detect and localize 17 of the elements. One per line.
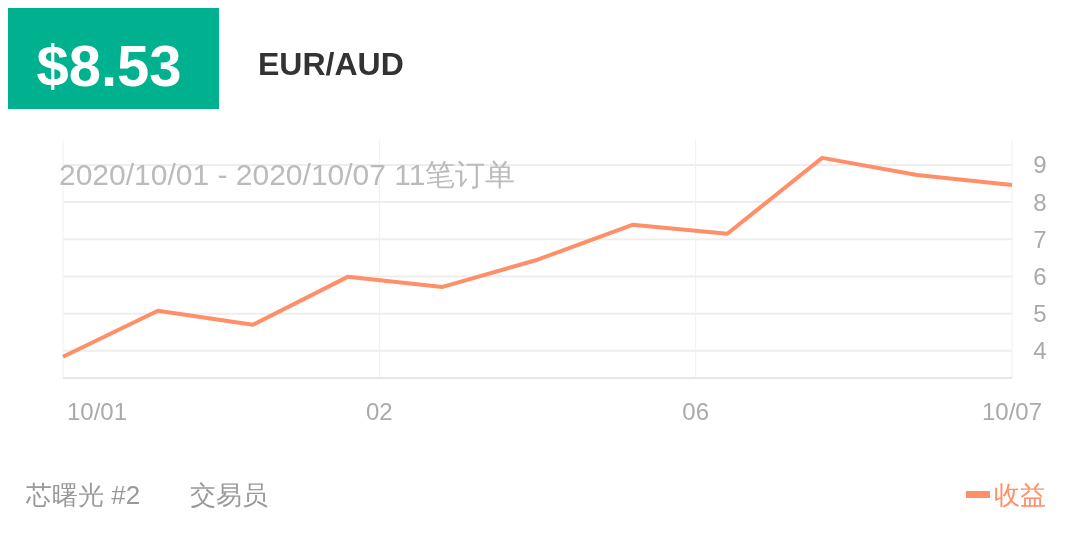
legend-label: 收益 [994, 480, 1046, 510]
text: 06 [682, 398, 710, 425]
y-tick-label: 8 [1033, 188, 1047, 216]
y-tick-label: 4 [1033, 337, 1047, 365]
text: 芯曙光 #2 [25, 480, 141, 510]
text: 02 [365, 398, 393, 425]
text: 10/01 [66, 398, 128, 425]
y-tick-label: 6 [1033, 262, 1047, 290]
line-series [61, 155, 1014, 359]
text: 10/07 [981, 398, 1043, 425]
y-tick-label: 7 [1033, 225, 1047, 253]
text: 交易员 [190, 480, 268, 510]
y-tick-label: 9 [1033, 151, 1047, 179]
y-tick-label: 5 [1033, 300, 1047, 328]
chart-title: EUR/AUD [258, 46, 404, 82]
annotation: 2020/10/01 - 2020/10/07 11笔订单 [59, 158, 516, 191]
text: $8.53 [36, 33, 182, 98]
